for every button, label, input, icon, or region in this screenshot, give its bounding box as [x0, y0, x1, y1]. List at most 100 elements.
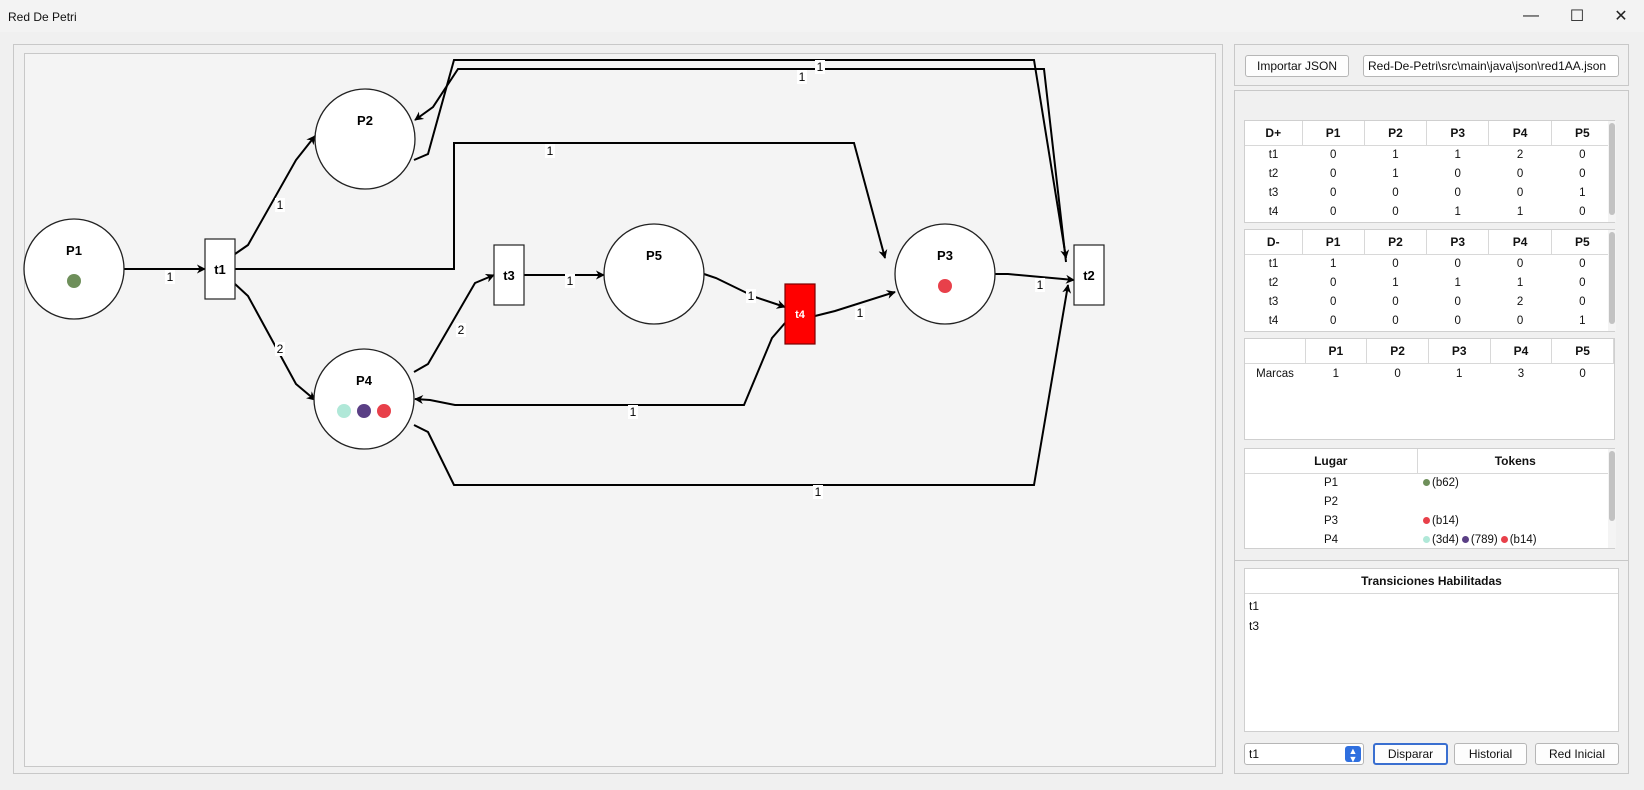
matrix-cell: 0: [1329, 205, 1337, 218]
file-path-field[interactable]: Red-De-Petri\src\main\java\json\red1AA.j…: [1363, 55, 1619, 77]
place-p2[interactable]: P2: [314, 88, 416, 190]
matrix-cell: 1: [1392, 148, 1399, 161]
reset-net-button[interactable]: Red Inicial: [1535, 743, 1619, 765]
net-canvas[interactable]: [24, 53, 1216, 767]
matrix-column-header: P3: [1428, 339, 1491, 364]
token-code: (b14): [1509, 533, 1537, 546]
fire-button[interactable]: Disparar: [1373, 743, 1448, 765]
matrix-cell: 0: [1329, 314, 1337, 327]
matrix-cell: 1: [1329, 257, 1337, 270]
matrix-cell: 2: [1516, 295, 1524, 308]
matrix-row-label: t3: [1268, 295, 1279, 308]
chevron-updown-icon: ▲ ▼: [1345, 746, 1361, 764]
matrix-cell: 1: [1454, 148, 1461, 161]
matrix-cell: 0: [1454, 167, 1461, 180]
matrix-column-header: P2: [1366, 339, 1429, 364]
matrix-row-label: t3: [1268, 186, 1279, 199]
matrix-cell: 0: [1516, 314, 1524, 327]
minimize-icon[interactable]: —: [1523, 7, 1539, 24]
place-p3[interactable]: P3: [894, 223, 996, 325]
matrix-cell: 0: [1516, 257, 1524, 270]
token-icon: [337, 404, 351, 418]
arc-weight-label: 1: [746, 289, 756, 303]
tokens-place: P4: [1323, 533, 1339, 546]
matrix-cell: 0: [1392, 295, 1399, 308]
tokens-row: P2: [1245, 492, 1614, 511]
matrix-row: Marcas 1 0 1 3 0: [1245, 363, 1614, 385]
maximize-icon[interactable]: ☐: [1569, 8, 1585, 25]
arc-p5-t4: [703, 273, 786, 309]
matrix-column-header: P1: [1302, 121, 1365, 146]
matrix-cell: 0: [1454, 257, 1461, 270]
matrix-row: t1 0 1 1 2 0: [1245, 145, 1614, 164]
matrix-corner-header: D-: [1245, 230, 1303, 255]
svg-text:1: 1: [748, 289, 755, 303]
tokens-list: [1417, 492, 1614, 511]
matrix-column-header: P1: [1302, 230, 1365, 255]
transition-t2[interactable]: t2: [1073, 244, 1105, 306]
matrix-cell: 0: [1516, 167, 1524, 180]
history-button[interactable]: Historial: [1454, 743, 1527, 765]
matrix-cell: 0: [1392, 257, 1399, 270]
import-json-button[interactable]: Importar JSON: [1245, 55, 1349, 77]
matrix-cell: 1: [1392, 276, 1399, 289]
svg-text:1: 1: [567, 274, 574, 288]
enabled-item[interactable]: t3: [1249, 619, 1260, 633]
import-panel: Importar JSON Red-De-Petri\src\main\java…: [1234, 44, 1629, 86]
dplus-matrix: D+ P1 P2 P3 P4 P5 t1 0 1 1 2 0 t2 0 1 0 0 0 t3 0 0 0 0 1 t4 0 0 1 1 0: [1244, 120, 1615, 223]
matrix-row: t4 0 0 1 1 0: [1245, 202, 1614, 221]
arc-weight-label: 1: [275, 198, 285, 212]
token-code: (789): [1470, 533, 1498, 546]
place-label: P2: [357, 113, 373, 128]
matrix-cell: 0: [1579, 368, 1586, 381]
matrix-cell: 0: [1329, 295, 1337, 308]
tokens-list: (b14): [1417, 511, 1614, 530]
tokens-table: Lugar Tokens P1 (b62) P2 P3 (b14) P4 (3d4) (789)(…: [1244, 448, 1615, 549]
matrix-cell: 0: [1329, 276, 1337, 289]
matrix-cell: 0: [1454, 314, 1461, 327]
matrix-corner-header: D+: [1245, 121, 1303, 146]
arc-weight-label: 1: [855, 306, 865, 320]
arc-p2-t2: [413, 59, 1070, 259]
matrix-cell: 1: [1579, 186, 1586, 199]
dminus-scrollbar[interactable]: [1608, 230, 1616, 331]
matrix-column-header: P2: [1364, 121, 1428, 146]
place-label: P4: [356, 373, 373, 388]
enabled-item[interactable]: t1: [1249, 599, 1260, 613]
transition-label: t4: [795, 309, 806, 321]
transition-t4[interactable]: t4: [784, 283, 816, 345]
matrix-cell: 0: [1392, 205, 1399, 218]
transition-t3[interactable]: t3: [493, 244, 525, 306]
matrix-column-header: P1: [1305, 339, 1368, 364]
svg-text:1: 1: [630, 405, 637, 419]
arc-weight-label: 1: [797, 70, 807, 84]
transition-select[interactable]: t1 ▲ ▼: [1244, 743, 1364, 765]
matrix-cell: 1: [1516, 276, 1524, 289]
matrix-cell: 1: [1392, 167, 1399, 180]
dplus-scrollbar[interactable]: [1608, 121, 1616, 222]
arc-p4-t3: [413, 273, 495, 373]
tokens-scrollbar[interactable]: [1608, 449, 1616, 548]
matrix-row-label: t2: [1268, 167, 1279, 180]
matrix-row: t1 1 0 0 0 0: [1245, 254, 1614, 273]
place-label: P1: [66, 243, 82, 258]
matrix-cell: 1: [1454, 276, 1461, 289]
place-p4[interactable]: P4: [313, 348, 415, 450]
matrix-row: t3 0 0 0 0 1: [1245, 183, 1614, 202]
tokens-row: P3 (b14): [1245, 511, 1614, 530]
svg-text:1: 1: [547, 144, 554, 158]
close-icon[interactable]: ✕: [1614, 8, 1628, 25]
matrix-row-label: t2: [1268, 276, 1279, 289]
matrix-cell: 1: [1516, 205, 1524, 218]
arc-t1-p4: [234, 283, 316, 401]
window-title: Red De Petri: [8, 10, 77, 24]
arc-weight-label: 1: [628, 405, 638, 419]
arc-t4-p4: [414, 322, 786, 406]
place-p1[interactable]: P1: [23, 218, 125, 320]
transition-t1[interactable]: t1: [204, 238, 236, 300]
matrix-cell: 0: [1329, 167, 1337, 180]
place-p5[interactable]: P5: [603, 223, 705, 325]
matrix-cell: 0: [1579, 148, 1586, 161]
matrix-cell: 1: [1454, 205, 1461, 218]
arc-weight-label: 1: [565, 274, 575, 288]
